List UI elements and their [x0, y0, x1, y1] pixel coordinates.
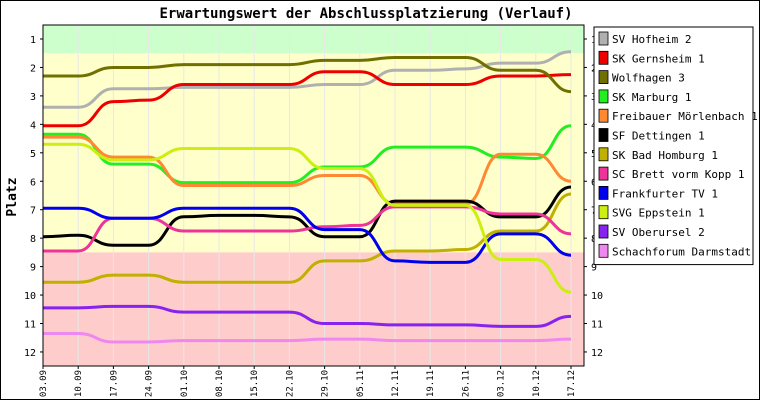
y-tick-label-left: 1 [30, 35, 36, 46]
legend-label: SVG Eppstein 1 [612, 207, 705, 220]
series-line-sv-oberursel-2 [43, 304, 572, 328]
series-line-sk-marburg-1 [43, 124, 572, 185]
y-axis-label: Platz [5, 177, 20, 216]
x-tick-label: 03.09 [39, 370, 49, 397]
series-line-wolfhagen-3 [43, 55, 572, 94]
legend-label: Schachforum Darmstadt 1 [612, 245, 760, 258]
y-tick-label-right: 11 [591, 320, 603, 331]
x-tick-label: 17.12 [567, 370, 577, 397]
legend-label: SV Oberursel 2 [612, 226, 705, 239]
y-tick-label-left: 3 [30, 92, 36, 103]
y-tick-label-left: 10 [24, 291, 36, 302]
legend-swatch [598, 205, 609, 220]
legend-swatch [598, 108, 609, 123]
x-tick-label: 05.11 [356, 370, 366, 397]
legend-label: SV Hofheim 2 [612, 33, 691, 46]
legend-label: Frankfurter TV 1 [612, 187, 718, 200]
legend-label: SK Bad Homburg 1 [612, 149, 718, 162]
y-tick-label-left: 7 [30, 206, 36, 217]
y-tick-label-left: 4 [30, 120, 36, 131]
legend-label: Freibauer Mörlenbach 1 [612, 110, 758, 123]
x-tick-label: 26.11 [461, 370, 471, 397]
legend-label: SK Marburg 1 [612, 91, 691, 104]
legend-swatch [598, 50, 609, 65]
x-tick-label: 12.11 [391, 370, 401, 397]
y-tick-label-left: 6 [30, 177, 36, 188]
y-tick-label-right: 10 [591, 291, 603, 302]
series-line-frankfurter-tv-1 [42, 206, 572, 264]
legend-label: SK Gernsheim 1 [612, 52, 705, 65]
legend-label: SF Dettingen 1 [612, 130, 705, 143]
series-line-svg-eppstein-1 [43, 142, 572, 294]
series-line-freibauer-m-rlenbach-1 [43, 135, 572, 206]
series-line-sv-hofheim-2 [42, 50, 572, 109]
legend-swatch [598, 31, 609, 46]
series-line-sk-gernsheim-1 [43, 70, 572, 128]
plot-frame [42, 24, 585, 367]
x-tick-label: 08.10 [215, 370, 225, 397]
legend-swatch [598, 166, 609, 181]
legend-swatch [598, 185, 609, 200]
y-tick-label-left: 2 [30, 63, 36, 74]
y-tick-label-left: 9 [30, 263, 36, 274]
x-tick-label: 10.12 [532, 370, 542, 397]
series-line-schachforum-darmstadt-1 [43, 331, 572, 344]
x-tick-label: 15.10 [250, 370, 260, 397]
x-tick-label: 01.10 [180, 370, 190, 397]
legend-swatch [598, 70, 609, 84]
x-tick-label: 29.10 [321, 370, 331, 397]
background-band-1 [43, 25, 584, 54]
legend-swatch [598, 89, 609, 104]
x-tick-label: 24.09 [145, 370, 155, 397]
legend-swatch [598, 224, 609, 239]
legend-swatch [598, 243, 609, 258]
x-tick-label: 22.10 [285, 370, 295, 397]
y-tick-label-right: 12 [591, 348, 603, 359]
y-tick-label-left: 8 [30, 234, 36, 245]
y-tick-label-left: 12 [24, 348, 36, 359]
background-band-3 [43, 252, 584, 366]
y-tick-label-right: 9 [591, 263, 597, 274]
legend-label: Wolfhagen 3 [612, 72, 685, 85]
y-tick-label-left: 5 [30, 149, 36, 160]
legend-swatch [598, 128, 609, 142]
y-tick-label-left: 11 [24, 320, 36, 331]
x-tick-label: 19.11 [426, 370, 436, 397]
legend-swatch [598, 147, 609, 162]
x-tick-label: 03.12 [497, 370, 507, 397]
x-tick-label: 17.09 [109, 370, 119, 397]
legend-box [593, 26, 754, 266]
x-tick-label: 10.09 [74, 370, 84, 397]
legend-label: SC Brett vorm Kopp 1 [612, 168, 744, 181]
chart-title: Erwartungswert der Abschlussplatzierung … [159, 6, 572, 22]
